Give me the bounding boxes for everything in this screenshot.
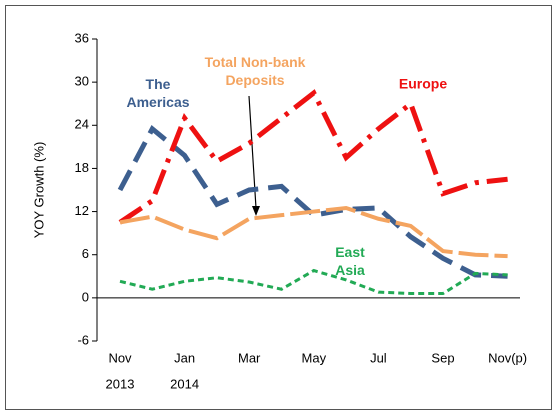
x-tick-label: Nov: [108, 350, 132, 365]
x-tick-label: May: [302, 350, 327, 365]
y-tick-label: 0: [82, 289, 89, 304]
y-tick-label: 6: [82, 246, 89, 261]
x-tick-label: Mar: [238, 350, 261, 365]
y-tick-label: -6: [77, 332, 89, 347]
x-year-label: 2014: [170, 376, 199, 391]
x-tick-label: Jan: [174, 350, 195, 365]
series-label: Europe: [399, 76, 447, 92]
line-series: [117, 125, 508, 279]
line-series: [118, 89, 508, 225]
series-label: Total Non-bank Deposits: [205, 54, 306, 88]
y-tick-label: 12: [75, 203, 89, 218]
x-tick-label: Sep: [431, 350, 454, 365]
line-series: [119, 268, 508, 296]
line-series: [119, 205, 508, 259]
x-year-label: 2013: [106, 376, 135, 391]
y-tick-label: 30: [75, 74, 89, 89]
y-axis-label: YOY Growth (%): [31, 142, 46, 239]
y-tick-label: 18: [75, 160, 89, 175]
y-tick-label: 36: [75, 30, 89, 45]
series-label: The Americas: [126, 76, 189, 110]
x-tick-label: Nov(p): [488, 350, 527, 365]
x-tick-label: Jul: [370, 350, 387, 365]
arrow-head: [252, 206, 260, 216]
y-tick-label: 24: [75, 117, 89, 132]
series-label: East Asia: [335, 244, 365, 278]
